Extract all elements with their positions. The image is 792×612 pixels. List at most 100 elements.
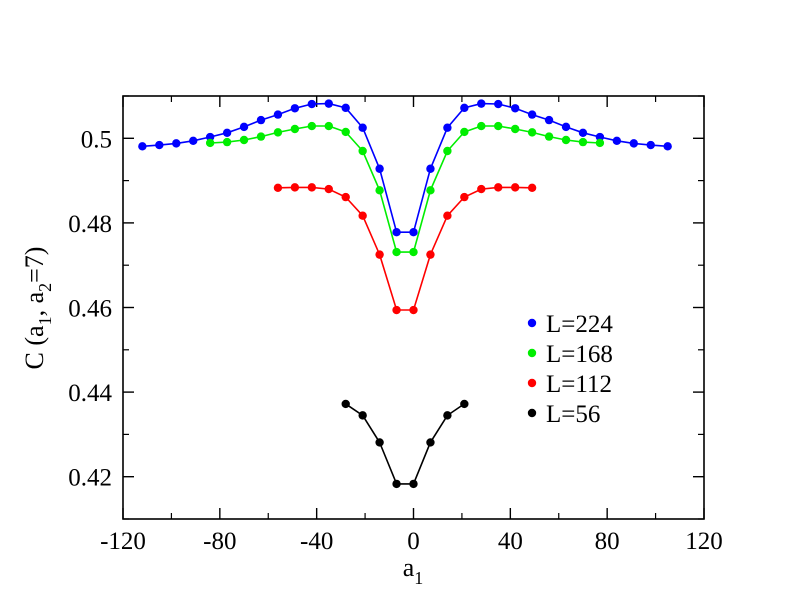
data-point — [510, 183, 520, 192]
series-layer — [138, 99, 672, 489]
data-point — [273, 183, 283, 192]
data-point — [222, 128, 232, 138]
data-point — [443, 411, 452, 420]
data-point — [324, 184, 333, 194]
data-point — [273, 128, 283, 137]
data-point — [477, 184, 486, 194]
data-point — [172, 139, 181, 148]
data-point — [426, 164, 435, 173]
legend-marker — [527, 408, 537, 418]
data-point — [460, 192, 469, 202]
data-point — [138, 142, 147, 151]
series-line — [142, 102, 668, 233]
data-point — [290, 183, 300, 192]
x-tick-label: 120 — [685, 528, 723, 555]
y-axis-title-subscript-2: 2 — [35, 283, 55, 292]
data-point — [510, 104, 520, 113]
data-point — [155, 140, 164, 150]
x-tick-label: -120 — [100, 528, 146, 555]
data-point — [578, 137, 588, 147]
legend-label: L=168 — [546, 341, 613, 368]
tick-labels: -120 -80 -40 0 40 80 120 0.42 0.44 0.46 0.48 0.5 — [68, 126, 723, 555]
data-point — [443, 211, 452, 220]
x-tick-label: 40 — [498, 528, 523, 555]
data-point — [290, 124, 300, 134]
data-point — [205, 138, 215, 148]
legend-marker — [527, 318, 537, 328]
data-point — [307, 121, 317, 131]
data-point — [544, 115, 554, 125]
y-tick-label: 0.48 — [68, 211, 112, 238]
data-point — [341, 103, 350, 113]
series-l-56 — [341, 399, 469, 489]
data-point — [409, 305, 418, 315]
data-point — [409, 479, 418, 489]
data-point — [443, 146, 452, 156]
data-point — [494, 183, 503, 192]
data-point — [477, 121, 486, 131]
data-point — [595, 132, 605, 142]
y-tick-label: 0.44 — [68, 380, 112, 407]
data-point — [375, 186, 384, 195]
data-point — [392, 479, 401, 489]
data-point — [426, 186, 435, 195]
data-point — [239, 122, 249, 132]
data-point — [239, 135, 249, 145]
series-l-168 — [205, 121, 605, 257]
legend-label: L=56 — [546, 401, 600, 428]
data-point — [646, 140, 655, 150]
legend-label: L=112 — [546, 371, 612, 398]
series-line — [277, 186, 533, 311]
data-point — [578, 128, 588, 138]
legend-marker — [527, 348, 537, 358]
y-tick-label: 0.46 — [68, 296, 112, 323]
x-tick-label: -80 — [203, 528, 236, 555]
series-l-224 — [138, 99, 672, 237]
data-point — [392, 228, 401, 237]
y-axis-title-subscript-1: 1 — [35, 316, 55, 325]
data-point — [527, 110, 537, 119]
data-point — [409, 228, 418, 237]
y-axis-title-part-2: , a — [20, 291, 49, 316]
data-point — [392, 247, 401, 257]
legend-marker — [527, 378, 537, 388]
data-point — [358, 411, 367, 420]
data-point — [256, 132, 266, 141]
x-tick-label: -40 — [300, 528, 333, 555]
data-point — [358, 146, 367, 156]
data-point — [460, 103, 469, 113]
series-line — [210, 125, 600, 253]
data-point — [561, 122, 571, 132]
data-point — [510, 124, 520, 134]
series-line — [345, 403, 465, 485]
data-point — [341, 192, 350, 202]
data-point — [307, 183, 317, 192]
y-tick-label: 0.42 — [68, 465, 112, 492]
data-point — [375, 164, 384, 173]
data-point — [409, 247, 418, 257]
data-point — [612, 136, 622, 146]
data-point — [663, 142, 672, 151]
legend-label: L=224 — [546, 311, 613, 338]
y-axis-title-part-1: C (a — [20, 325, 49, 370]
data-point — [544, 132, 554, 141]
plot-frame — [122, 95, 705, 520]
data-point — [358, 211, 367, 220]
data-point — [527, 183, 537, 192]
data-point — [307, 99, 317, 109]
data-point — [205, 132, 215, 142]
data-point — [477, 99, 486, 108]
y-tick-label: 0.5 — [81, 126, 112, 153]
data-point — [426, 250, 435, 259]
data-point — [358, 123, 367, 132]
x-tick-label: 80 — [595, 528, 620, 555]
data-point — [341, 127, 350, 137]
data-point — [426, 438, 435, 447]
data-point — [595, 138, 605, 148]
data-point — [324, 99, 333, 108]
data-point — [494, 99, 503, 109]
data-point — [375, 250, 384, 259]
data-point — [324, 121, 333, 131]
data-point — [460, 399, 469, 409]
